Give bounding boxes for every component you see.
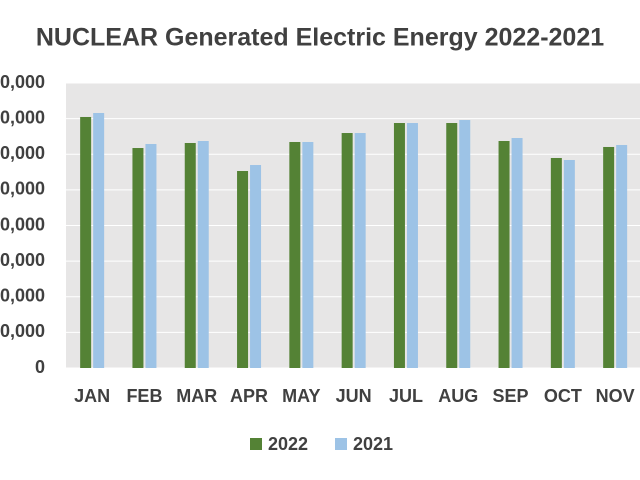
x-tick-label: AUG [438, 386, 478, 406]
y-tick-label: 50,000 [0, 179, 45, 199]
y-tick-label: 70,000 [0, 107, 45, 127]
bar [511, 138, 523, 368]
bar [132, 148, 144, 368]
bar [603, 146, 615, 368]
bar [80, 116, 92, 368]
y-tick-label: 60,000 [0, 143, 45, 163]
x-tick-label: NOV [596, 386, 635, 406]
bar [393, 123, 405, 369]
bar [550, 157, 562, 368]
y-tick-label: 80,000 [0, 72, 45, 92]
x-tick-label: MAR [176, 386, 217, 406]
y-tick-label: 40,000 [0, 214, 45, 234]
bar [498, 140, 510, 368]
x-tick-label: JAN [74, 386, 110, 406]
bar [459, 120, 471, 368]
y-tick-label: 20,000 [0, 286, 45, 306]
legend-label: 2021 [353, 434, 393, 454]
x-tick-label: JUN [336, 386, 372, 406]
x-tick-label: MAY [282, 386, 320, 406]
y-tick-label: 30,000 [0, 250, 45, 270]
y-tick-label: 0 [35, 357, 45, 377]
bar [145, 143, 157, 368]
bar [250, 165, 262, 368]
bar [341, 133, 353, 368]
y-tick-label: 10,000 [0, 321, 45, 341]
x-tick-label: JUL [389, 386, 423, 406]
x-tick-label: OCT [544, 386, 582, 406]
x-tick-label: APR [230, 386, 268, 406]
legend-swatch [335, 438, 347, 450]
x-tick-label: SEP [493, 386, 529, 406]
bar [354, 133, 366, 368]
chart-title: NUCLEAR Generated Electric Energy 2022-2… [36, 24, 604, 52]
bar [302, 141, 314, 368]
legend-swatch [250, 438, 262, 450]
bar [446, 123, 458, 369]
bar [563, 159, 575, 368]
bar [406, 123, 418, 369]
bar [616, 144, 628, 368]
bar [197, 140, 209, 368]
bar [289, 141, 301, 368]
bar [184, 142, 196, 368]
bar [237, 170, 249, 368]
x-tick-label: FEB [126, 386, 162, 406]
legend-label: 2022 [268, 434, 308, 454]
bar [93, 112, 105, 368]
